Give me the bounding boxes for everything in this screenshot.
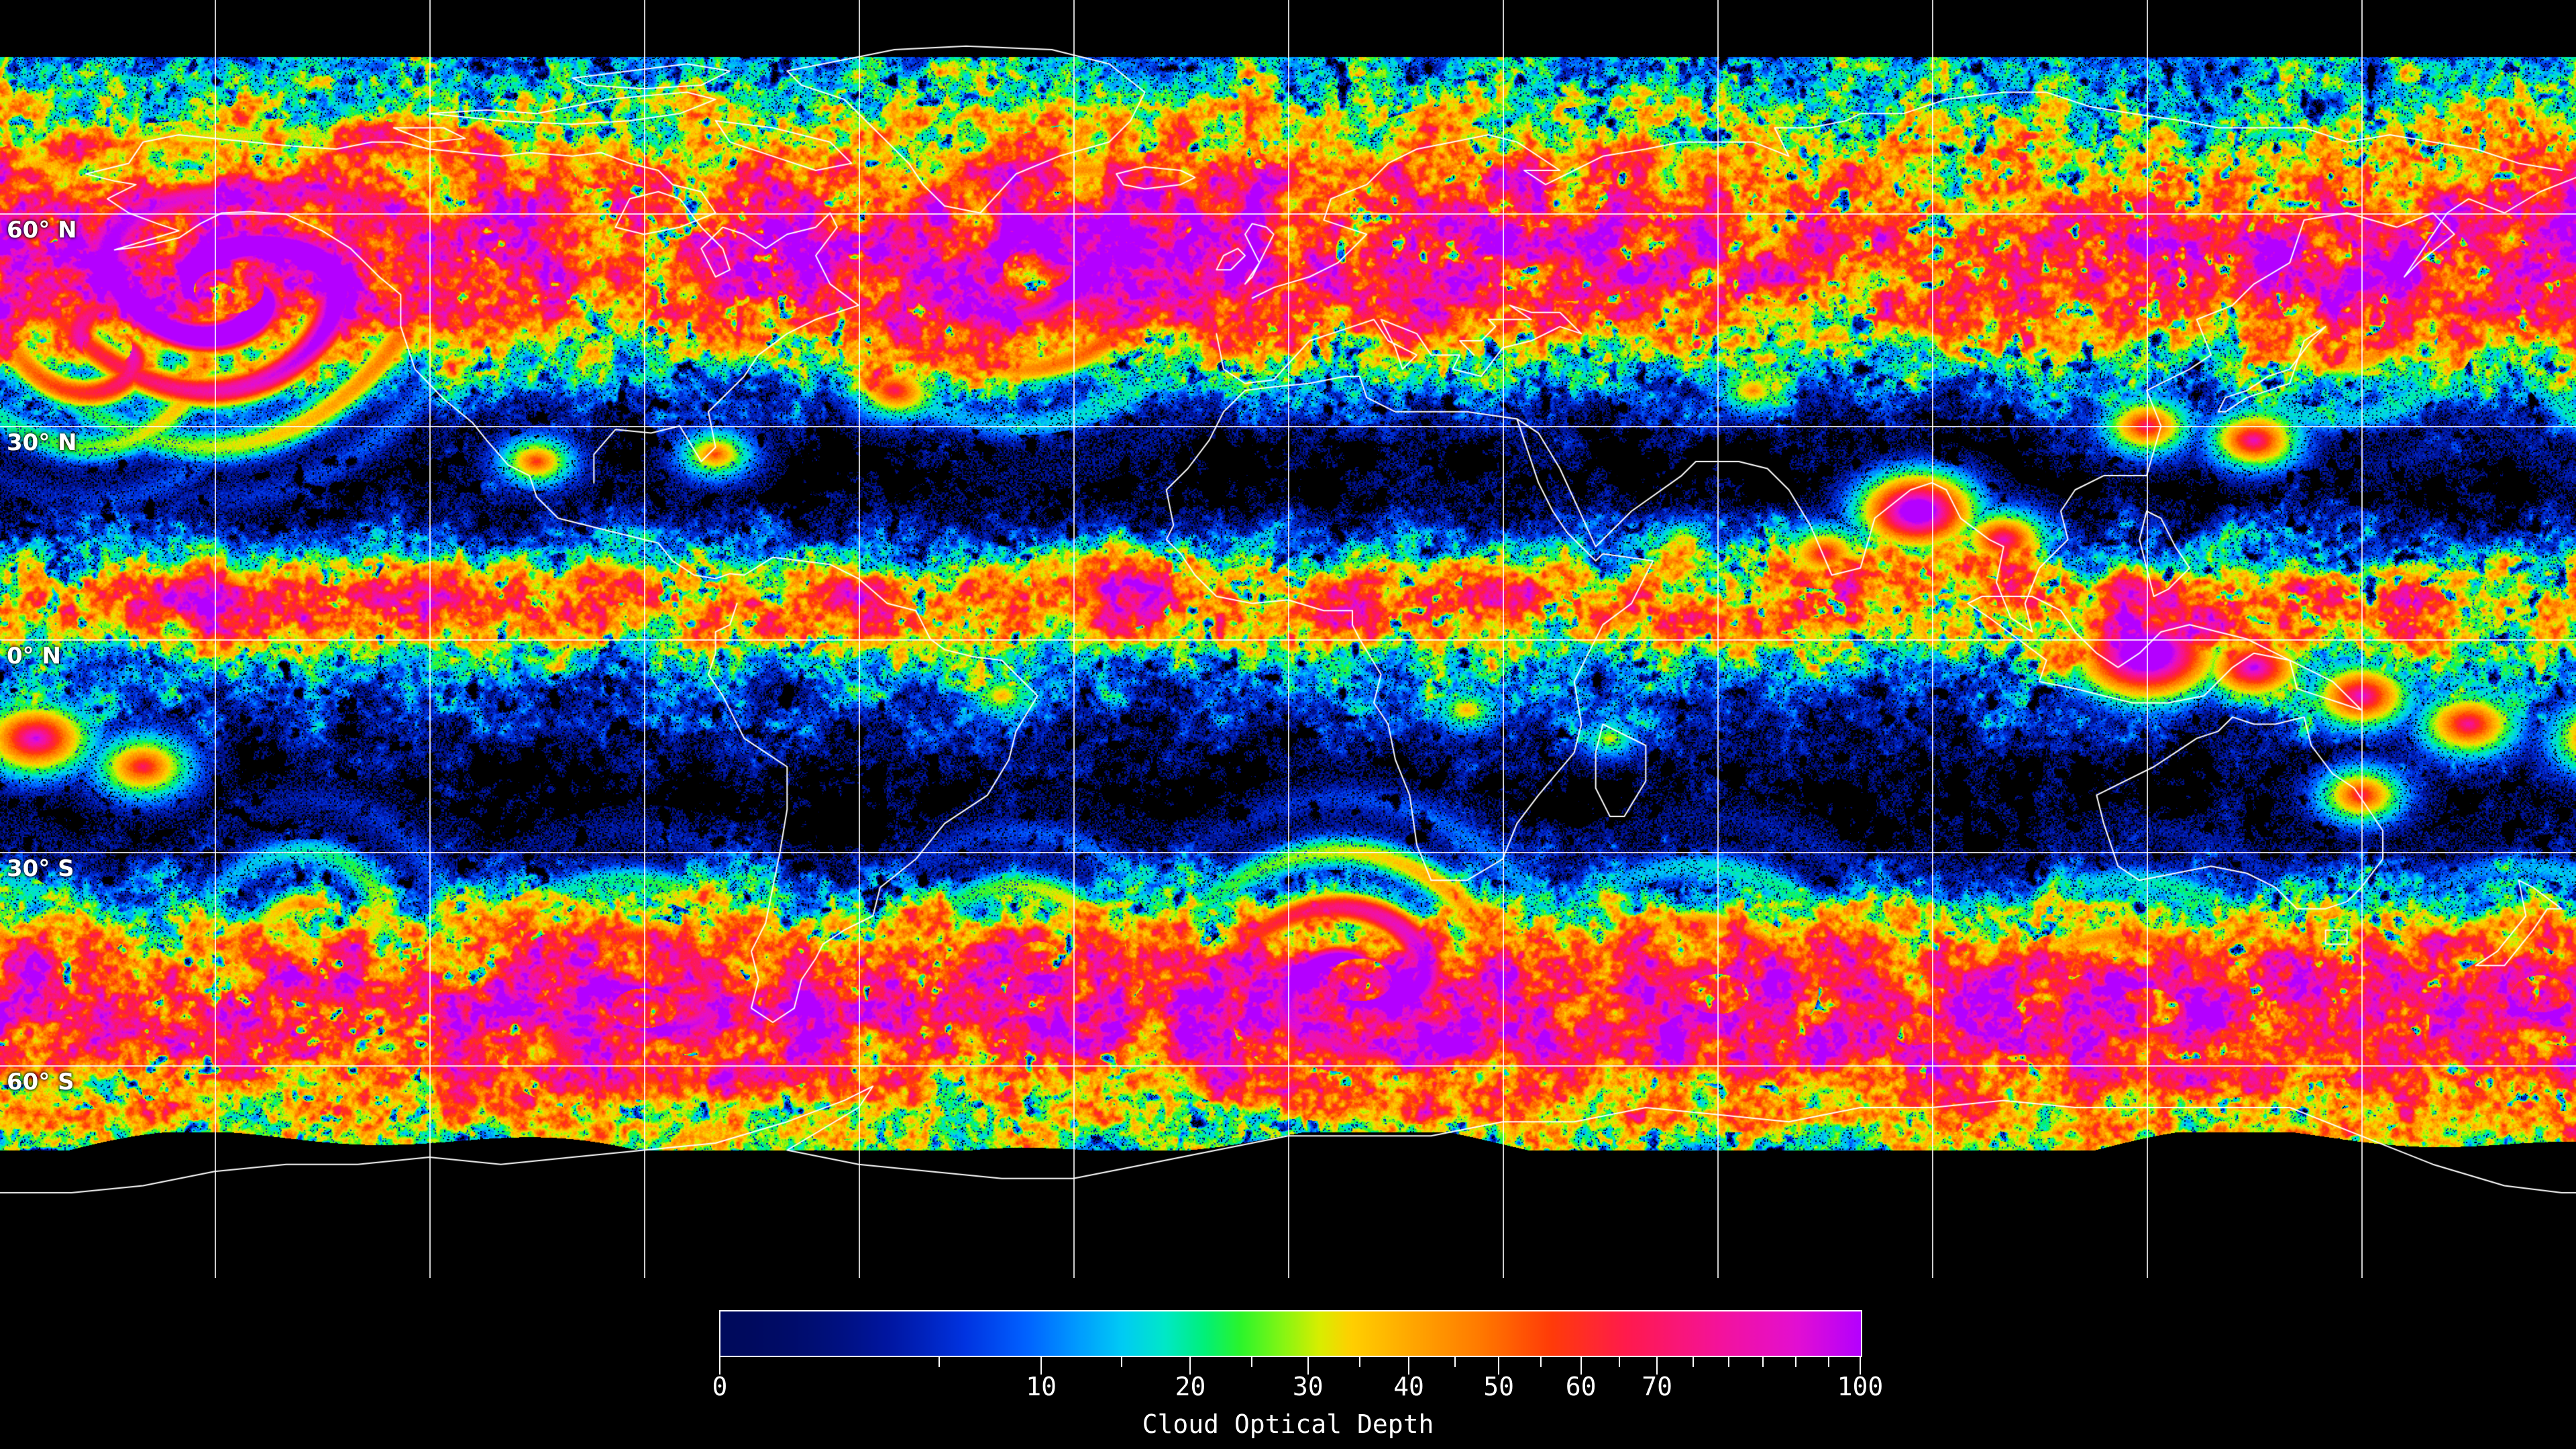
colorbar-major-tick — [719, 1357, 720, 1375]
colorbar-major-tick — [1189, 1357, 1191, 1375]
colorbar-tick-labels: 0 10 20 30 40 50 60 70 100 — [0, 1372, 2576, 1405]
cloud-optical-depth-raster — [0, 0, 2576, 1278]
colorbar-minor-tick — [1540, 1357, 1542, 1367]
colorbar-tick-label: 50 — [1483, 1372, 1515, 1401]
colorbar-tick-label: 60 — [1565, 1372, 1597, 1401]
colorbar-gradient — [720, 1311, 1861, 1356]
colorbar-minor-tick — [1727, 1357, 1729, 1367]
colorbar-tick-label: 10 — [1026, 1372, 1057, 1401]
colorbar-minor-tick — [1762, 1357, 1764, 1367]
colorbar-minor-tick — [1619, 1357, 1621, 1367]
colorbar-major-tick — [1580, 1357, 1582, 1375]
colorbar-minor-tick — [1795, 1357, 1797, 1367]
colorbar-major-tick — [1307, 1357, 1309, 1375]
colorbar-title: Cloud Optical Depth — [1142, 1409, 1434, 1439]
colorbar-panel: 0 10 20 30 40 50 60 70 100 Cloud Optical Depth — [0, 1278, 2576, 1449]
colorbar-minor-tick — [938, 1357, 941, 1367]
colorbar-major-tick — [1408, 1357, 1410, 1375]
colorbar — [719, 1310, 1862, 1357]
colorbar-minor-tick — [1359, 1357, 1361, 1367]
colorbar-tick-label: 100 — [1837, 1372, 1884, 1401]
colorbar-tick-label: 70 — [1642, 1372, 1673, 1401]
colorbar-major-tick — [1498, 1357, 1500, 1375]
colorbar-minor-tick — [1827, 1357, 1829, 1367]
colorbar-major-tick — [1656, 1357, 1658, 1375]
colorbar-tick-label: 0 — [712, 1372, 728, 1401]
colorbar-minor-tick — [1693, 1357, 1695, 1367]
colorbar-minor-tick — [1251, 1357, 1253, 1367]
colorbar-minor-tick — [1454, 1357, 1456, 1367]
colorbar-major-tick — [1040, 1357, 1042, 1375]
colorbar-minor-tick — [1120, 1357, 1122, 1367]
colorbar-tick-label: 30 — [1292, 1372, 1324, 1401]
global-map: 60° N 30° N 0° N 30° S 60° S — [0, 0, 2576, 1278]
colorbar-major-tick — [1860, 1357, 1861, 1375]
colorbar-tick-label: 40 — [1393, 1372, 1424, 1401]
colorbar-tick-label: 20 — [1175, 1372, 1206, 1401]
colorbar-ticks — [719, 1357, 1862, 1375]
